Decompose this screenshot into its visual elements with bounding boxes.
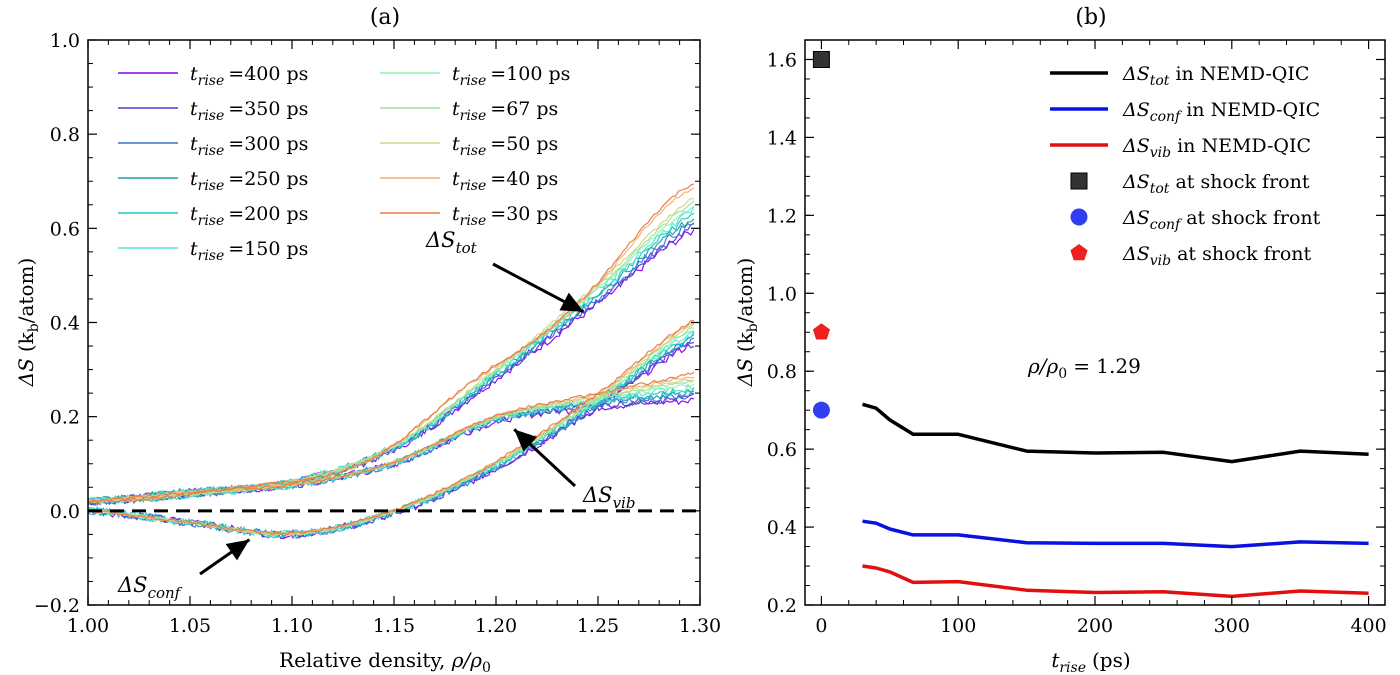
legend-label-50ps: trise =50 ps (452, 133, 558, 159)
panel-b-lines (862, 402, 1369, 599)
legend-marker-conf (1070, 208, 1088, 226)
y-tick-label: 0.2 (767, 595, 797, 617)
curve-tot-30ps (87, 183, 695, 504)
panel-a-ticks: 1.00 1.05 1.10 1.15 1.20 1.25 1.30 −0.2 0.0 0.2 0.… (34, 30, 721, 637)
legend-label-conf-marker: ΔSconf at shock front (1122, 207, 1321, 233)
legend-label-67ps: trise =67 ps (452, 98, 558, 124)
legend-label-vib-marker: ΔSvib at shock front (1122, 243, 1312, 269)
panel-b-ylabel: ΔS(kb/atom) (733, 258, 761, 388)
curve-tot-250ps (87, 218, 695, 506)
arrow-conf-head (225, 539, 250, 561)
legend-label-40ps: trise =40 ps (452, 168, 558, 194)
line-conf (862, 519, 1369, 549)
x-tick-label: 100 (940, 615, 976, 637)
curve-tot-350ps (87, 223, 695, 505)
y-tick-label: 1.2 (767, 205, 797, 227)
marker-vib (812, 323, 830, 340)
y-tick-label: 0.4 (767, 517, 797, 539)
legend-label-300ps: trise =300 ps (190, 133, 308, 159)
arrow-vib-head (514, 429, 538, 452)
x-tick-label: 400 (1350, 615, 1386, 637)
annotation-tot: ΔStot (425, 228, 478, 257)
marker-tot (812, 50, 830, 68)
curve-vib-150ps (87, 383, 695, 504)
legend-marker-vib (1070, 244, 1088, 261)
curve-conf-150ps (87, 330, 695, 539)
curve-conf-300ps (87, 337, 695, 539)
line-tot (862, 402, 1369, 464)
panel-a: (a) 1.00 1.05 1.10 1.15 1.20 1.25 1.30 −0.2 0.0 0… (14, 5, 721, 675)
y-tick-label: 1.0 (767, 283, 797, 305)
density-annotation: ρ/ρ0 = 1.29 (1027, 354, 1141, 382)
legend-label-100ps: trise =100 ps (452, 63, 570, 89)
line-vib (862, 564, 1369, 599)
x-tick-label: 1.10 (271, 615, 313, 637)
x-tick-label: 1.25 (577, 615, 619, 637)
x-tick-label: 200 (1077, 615, 1113, 637)
panel-a-curves (87, 183, 695, 540)
x-tick-label: 1.15 (373, 615, 415, 637)
arrow-tot-head (559, 292, 584, 312)
y-tick-label: −0.2 (34, 595, 80, 617)
legend-label-250ps: trise =250 ps (190, 168, 308, 194)
x-tick-label: 1.20 (475, 615, 517, 637)
panel-b-title: (b) (1075, 5, 1106, 30)
x-tick-label: 300 (1214, 615, 1250, 637)
panel-a-title: (a) (370, 5, 400, 30)
panel-a-annotations: ΔStot ΔSvib ΔSconf (117, 228, 635, 602)
curve-vib-30ps (87, 371, 695, 504)
y-tick-label: 0.6 (767, 439, 797, 461)
panel-a-ylabel: ΔS(kb/atom) (14, 258, 42, 388)
marker-conf (812, 401, 830, 419)
curve-conf-30ps (87, 319, 694, 536)
annotation-conf: ΔSconf (117, 573, 183, 602)
curve-conf-40ps (87, 323, 694, 536)
legend-marker-tot (1070, 172, 1088, 190)
legend-label-200ps: trise =200 ps (190, 203, 308, 229)
curve-tot-40ps (87, 187, 695, 503)
panel-a-legend: trise =400 ps trise =350 ps trise =300 ps trise =2… (118, 63, 570, 264)
x-tick-label: 1.00 (67, 615, 109, 637)
panel-b: (b) 0 100 200 300 400 0.2 0.4 0.6 0.8 1.0 1.2 1.4 1.… (733, 5, 1387, 675)
y-tick-label: 1.4 (767, 127, 797, 149)
y-tick-label: 0.0 (50, 501, 80, 523)
panel-a-xlabel: Relative density, ρ/ρ0 (279, 648, 491, 675)
panel-b-plot-area (804, 39, 1386, 606)
y-tick-label: 1.6 (767, 49, 797, 71)
curve-tot-200ps (87, 212, 695, 506)
y-tick-label: 0.2 (50, 407, 80, 429)
y-tick-label: 1.0 (50, 30, 80, 52)
x-tick-label: 1.30 (679, 615, 721, 637)
y-tick-label: 0.4 (50, 313, 80, 335)
curve-tot-50ps (87, 197, 694, 504)
legend-label-150ps: trise =150 ps (190, 238, 308, 264)
curve-conf-350ps (87, 341, 695, 540)
legend-label-400ps: trise =400 ps (190, 63, 308, 89)
curve-tot-100ps (87, 205, 695, 504)
panel-b-legend: ΔStot in NEMD-QIC ΔSconf in NEMD-QIC ΔSvib in… (1050, 63, 1321, 269)
curve-conf-400ps (87, 342, 695, 540)
x-tick-label: 0 (815, 615, 827, 637)
panel-b-ticks: 0 100 200 300 400 0.2 0.4 0.6 0.8 1.0 1.2 1.4 1.6 (767, 40, 1387, 637)
legend-label-tot-line: ΔStot in NEMD-QIC (1122, 63, 1309, 89)
annotation-vib: ΔSvib (582, 483, 635, 512)
curve-tot-67ps (87, 200, 695, 504)
legend-label-vib-line: ΔSvib in NEMD-QIC (1122, 135, 1311, 161)
panel-b-markers (812, 50, 830, 419)
curve-tot-150ps (87, 206, 695, 506)
y-tick-label: 0.8 (50, 124, 80, 146)
panel-b-xlabel: trise (ps) (1051, 648, 1130, 675)
legend-label-conf-line: ΔSconf in NEMD-QIC (1122, 99, 1320, 125)
y-tick-label: 0.8 (767, 361, 797, 383)
x-tick-label: 1.05 (169, 615, 211, 637)
y-tick-label: 0.6 (50, 218, 80, 240)
legend-label-tot-marker: ΔStot at shock front (1122, 171, 1310, 197)
legend-label-350ps: trise =350 ps (190, 98, 308, 124)
legend-label-30ps: trise =30 ps (452, 203, 558, 229)
